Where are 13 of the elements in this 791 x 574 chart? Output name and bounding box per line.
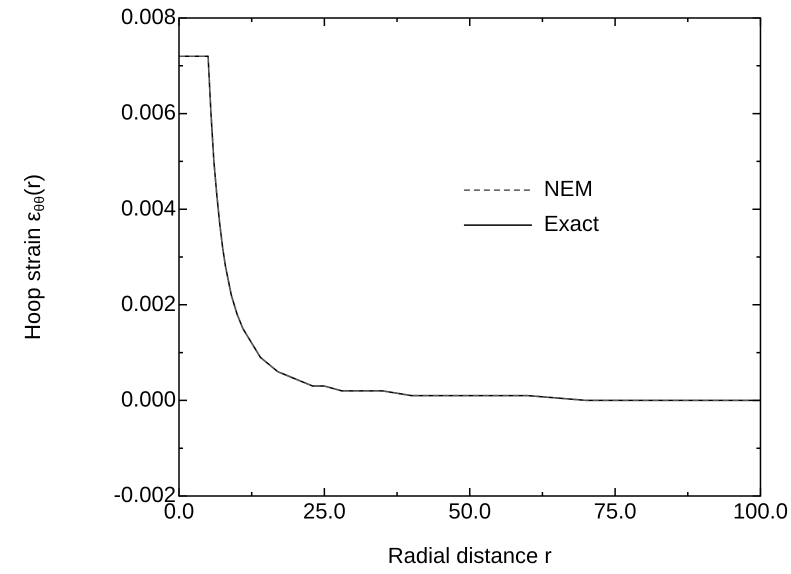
x-tick-label: 25.0 bbox=[302, 498, 346, 524]
y-tick-label: 0.000 bbox=[120, 386, 176, 412]
y-tick-label: 0.008 bbox=[120, 4, 176, 30]
x-tick-label: 50.0 bbox=[448, 498, 492, 524]
x-tick-label: 100.0 bbox=[732, 498, 788, 524]
x-axis-title: Radial distance r bbox=[388, 542, 552, 568]
legend-label: Exact bbox=[544, 211, 599, 236]
x-tick-label: 75.0 bbox=[594, 498, 637, 524]
y-tick-label: 0.004 bbox=[120, 195, 176, 220]
y-axis-title: Hoop strain εθθ(r) bbox=[20, 174, 47, 340]
legend-label: NEM bbox=[544, 176, 593, 202]
y-tick-label: 0.002 bbox=[120, 290, 176, 316]
y-tick-label: 0.006 bbox=[120, 100, 176, 125]
